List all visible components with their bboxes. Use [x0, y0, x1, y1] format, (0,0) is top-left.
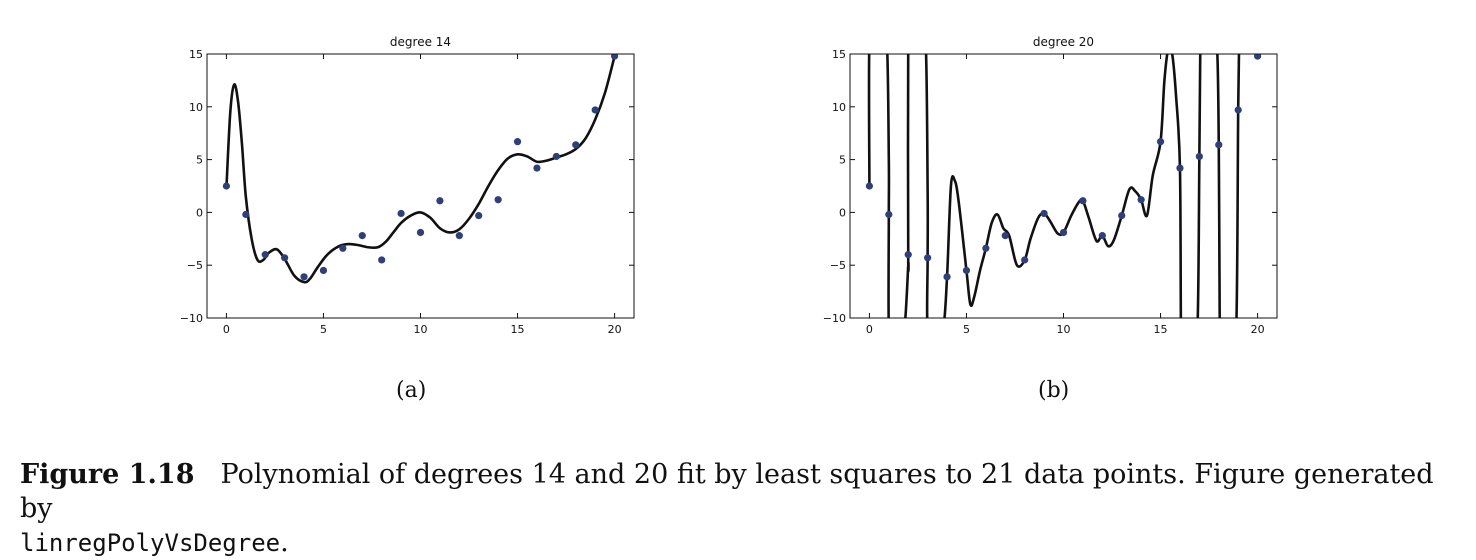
data-point: [1156, 138, 1165, 146]
data-point: [281, 254, 289, 262]
data-point: [1059, 228, 1068, 237]
plot-frame: [849, 53, 1278, 319]
caption-tail: .: [280, 527, 289, 558]
y-tick-label: 5: [839, 154, 846, 167]
chart-degree-20: degree 20 0 5 10 15 20 −10 −5 0 5 10 15: [823, 35, 1278, 336]
figure-caption: Figure 1.18 Polynomial of degrees 14 and …: [20, 458, 1460, 560]
data-point: [1176, 164, 1184, 172]
data-point: [885, 210, 893, 219]
data-point: [416, 228, 425, 237]
caption-code: linregPolyVsDegree: [20, 529, 281, 557]
data-point: [1195, 152, 1203, 161]
data-point: [222, 182, 231, 190]
data-point: [1253, 54, 1262, 60]
data-point: [982, 244, 990, 252]
data-point: [475, 211, 483, 220]
figure-number: Figure 1.18: [20, 459, 195, 490]
data-point: [494, 196, 502, 204]
data-point: [455, 232, 463, 240]
x-tick-label: 5: [963, 323, 970, 336]
x-tick-label: 15: [1154, 323, 1168, 336]
panel-label-b: (b): [1038, 378, 1070, 403]
data-point: [436, 197, 444, 205]
data-point: [300, 273, 308, 281]
data-point: [962, 266, 971, 275]
panel-label-a: (a): [396, 378, 427, 403]
x-tick-label: 10: [1057, 323, 1071, 336]
data-point: [1021, 256, 1029, 264]
y-tick-label: 0: [196, 206, 203, 219]
data-point: [865, 182, 874, 190]
y-tick-label: 10: [189, 101, 203, 114]
x-tick-label: 5: [320, 323, 327, 336]
data-point: [1118, 211, 1126, 220]
x-tick-label: 20: [1251, 323, 1265, 336]
fit-curve: [225, 55, 616, 284]
y-tick-label: −5: [830, 259, 846, 272]
data-point: [397, 209, 405, 218]
data-point: [1234, 106, 1242, 114]
fit-curve: [867, 54, 1241, 318]
y-tick-label: −10: [823, 312, 846, 325]
data-point: [1098, 232, 1106, 240]
x-tick-label: 0: [223, 323, 230, 336]
x-tick-label: 20: [608, 323, 622, 336]
plot-frame: [206, 53, 635, 319]
data-point: [358, 232, 366, 240]
data-point: [242, 210, 250, 219]
data-point: [513, 138, 522, 146]
data-point: [1079, 197, 1087, 205]
data-point: [591, 106, 599, 114]
data-point: [319, 266, 328, 275]
data-point: [339, 244, 347, 252]
data-point: [943, 273, 951, 281]
data-point: [924, 254, 932, 262]
caption-text: Polynomial of degrees 14 and 20 fit by l…: [20, 459, 1434, 524]
x-tick-label: 15: [511, 323, 525, 336]
data-point: [572, 141, 580, 149]
y-tick-label: 10: [832, 101, 846, 114]
x-tick-label: 10: [414, 323, 428, 336]
y-tick-label: 5: [196, 154, 203, 167]
data-point: [610, 54, 619, 60]
data-point: [1040, 209, 1048, 218]
y-tick-label: 15: [832, 48, 846, 61]
data-point: [1137, 196, 1145, 204]
data-point: [533, 164, 541, 172]
y-tick-label: 15: [189, 48, 203, 61]
y-tick-label: −5: [187, 259, 203, 272]
data-point: [1215, 141, 1223, 149]
y-tick-label: −10: [180, 312, 203, 325]
chart-degree-14: degree 14 0 5 10 15 20 −10 −5 0 5 10 15: [180, 35, 635, 336]
x-tick-label: 0: [866, 323, 873, 336]
chart-title: degree 20: [1033, 35, 1094, 49]
data-point: [552, 152, 560, 161]
data-point: [261, 251, 269, 259]
chart-title: degree 14: [390, 35, 451, 49]
data-point: [904, 251, 912, 259]
data-point: [1001, 232, 1009, 240]
y-tick-label: 0: [839, 206, 846, 219]
data-point: [378, 256, 386, 264]
